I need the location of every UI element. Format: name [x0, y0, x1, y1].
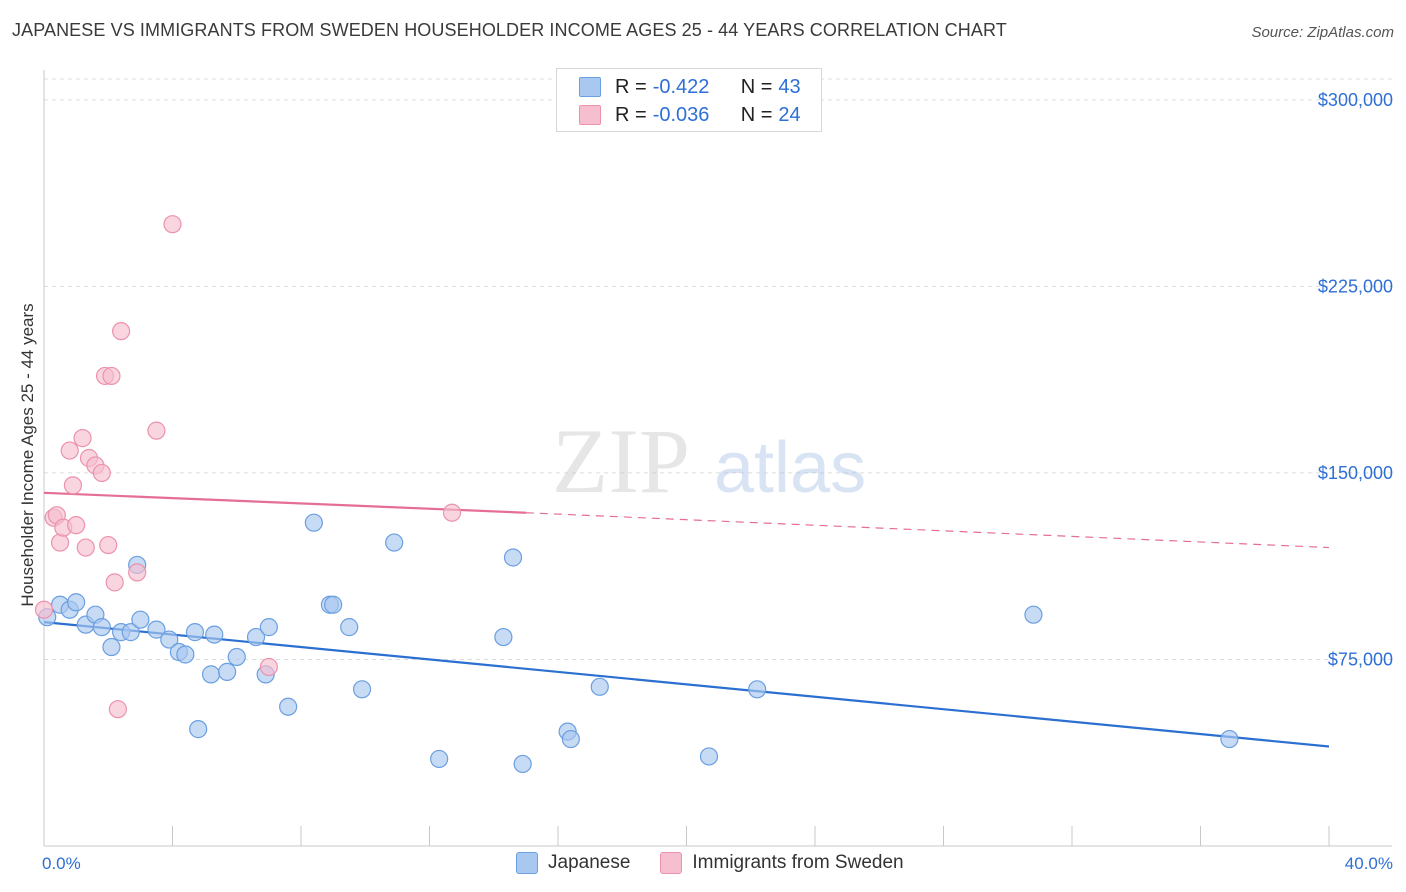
axes [43, 70, 1392, 847]
legend-n-value: 43 [778, 75, 801, 98]
trend-line-japanese [43, 621, 1330, 748]
point-japanese [304, 513, 323, 532]
source-label: Source: ZipAtlas.com [1251, 24, 1394, 41]
point-sweden [147, 421, 166, 440]
point-sweden [163, 215, 182, 234]
point-sweden [60, 441, 79, 460]
point-japanese [218, 662, 237, 681]
legend-n-label: N = [740, 103, 773, 126]
point-japanese [246, 627, 266, 647]
point-sweden [128, 563, 147, 582]
legend-r-value: -0.036 [652, 103, 710, 126]
legend-swatch-japanese [516, 852, 538, 874]
point-sweden [102, 366, 121, 386]
point-japanese [102, 637, 121, 657]
legend-item-japanese: Japanese [516, 852, 630, 874]
legend-label-sweden: Immigrants from Sweden [692, 852, 904, 873]
legend-r-label: R = [615, 75, 647, 98]
point-japanese [189, 720, 208, 739]
point-sweden [92, 463, 111, 483]
trend-line-sweden-extrapolated [525, 512, 1330, 549]
correlation-legend: R = -0.422 N = 43 R = -0.036 N = 24 [556, 68, 822, 132]
point-sweden [108, 700, 127, 719]
point-sweden [34, 600, 54, 619]
point-japanese [561, 729, 580, 749]
point-japanese [699, 747, 719, 766]
y-tick-labels: $75,000 $150,000 $225,000 $300,000 [1318, 90, 1393, 670]
point-japanese [279, 697, 298, 716]
point-japanese [185, 623, 205, 642]
point-sweden [76, 538, 95, 557]
chart-title: JAPANESE VS IMMIGRANTS FROM SWEDEN HOUSE… [12, 20, 1007, 40]
point-sweden [105, 573, 124, 592]
point-sweden [67, 516, 86, 535]
y-tick-label: $75,000 [1328, 649, 1393, 669]
point-sweden [99, 535, 118, 555]
watermark: ZIP atlas [552, 410, 866, 512]
point-japanese [160, 630, 179, 649]
series-legend: Japanese Immigrants from Sweden [516, 852, 934, 874]
point-japanese [748, 680, 767, 699]
point-japanese [227, 647, 246, 667]
point-sweden [259, 657, 278, 677]
point-japanese [67, 593, 86, 612]
point-japanese [1024, 605, 1043, 624]
point-japanese [259, 618, 278, 637]
trend-lines [43, 491, 1330, 748]
point-sweden [63, 476, 83, 495]
point-japanese [503, 548, 523, 567]
x-tick-marks [172, 826, 1330, 846]
point-japanese [324, 595, 343, 614]
legend-label-japanese: Japanese [548, 852, 631, 873]
legend-r-label: R = [615, 103, 647, 126]
watermark-atlas: atlas [714, 428, 866, 508]
legend-n-value: 24 [778, 103, 801, 126]
legend-swatch-sweden [660, 852, 683, 874]
point-japanese [1220, 729, 1239, 749]
point-japanese [147, 620, 166, 639]
gridlines [44, 78, 1392, 660]
legend-item-sweden: Immigrants from Sweden [660, 852, 904, 874]
point-japanese [201, 665, 221, 684]
y-axis-label: Householder Income Ages 25 - 44 years [18, 303, 37, 606]
point-japanese [340, 618, 359, 637]
point-japanese [205, 625, 224, 644]
legend-r-value: -0.422 [652, 75, 710, 98]
point-sweden [111, 322, 131, 341]
y-tick-label: $300,000 [1318, 90, 1393, 110]
point-japanese [92, 618, 111, 637]
point-sweden [73, 429, 92, 448]
watermark-zip: ZIP [552, 410, 690, 512]
legend-swatch-blue [579, 77, 601, 97]
x-tick-label-max: 40.0% [1345, 854, 1393, 873]
point-japanese [385, 533, 404, 552]
point-japanese [430, 749, 449, 769]
point-japanese [494, 627, 513, 647]
legend-swatch-pink [579, 105, 601, 125]
point-japanese [352, 680, 372, 699]
x-tick-label-min: 0.0% [42, 854, 81, 873]
point-japanese [121, 623, 140, 642]
point-japanese [513, 754, 532, 774]
y-tick-label: $150,000 [1318, 463, 1393, 483]
point-japanese [176, 645, 195, 664]
point-japanese [131, 610, 150, 629]
legend-n-label: N = [740, 75, 773, 98]
point-sweden [442, 503, 462, 522]
data-points [34, 215, 1239, 774]
point-japanese [590, 677, 609, 696]
legend-row-japanese: R = -0.422 N = 43 [579, 73, 801, 101]
y-tick-label: $225,000 [1318, 276, 1393, 296]
legend-row-sweden: R = -0.036 N = 24 [579, 101, 801, 129]
point-sweden [50, 533, 70, 552]
